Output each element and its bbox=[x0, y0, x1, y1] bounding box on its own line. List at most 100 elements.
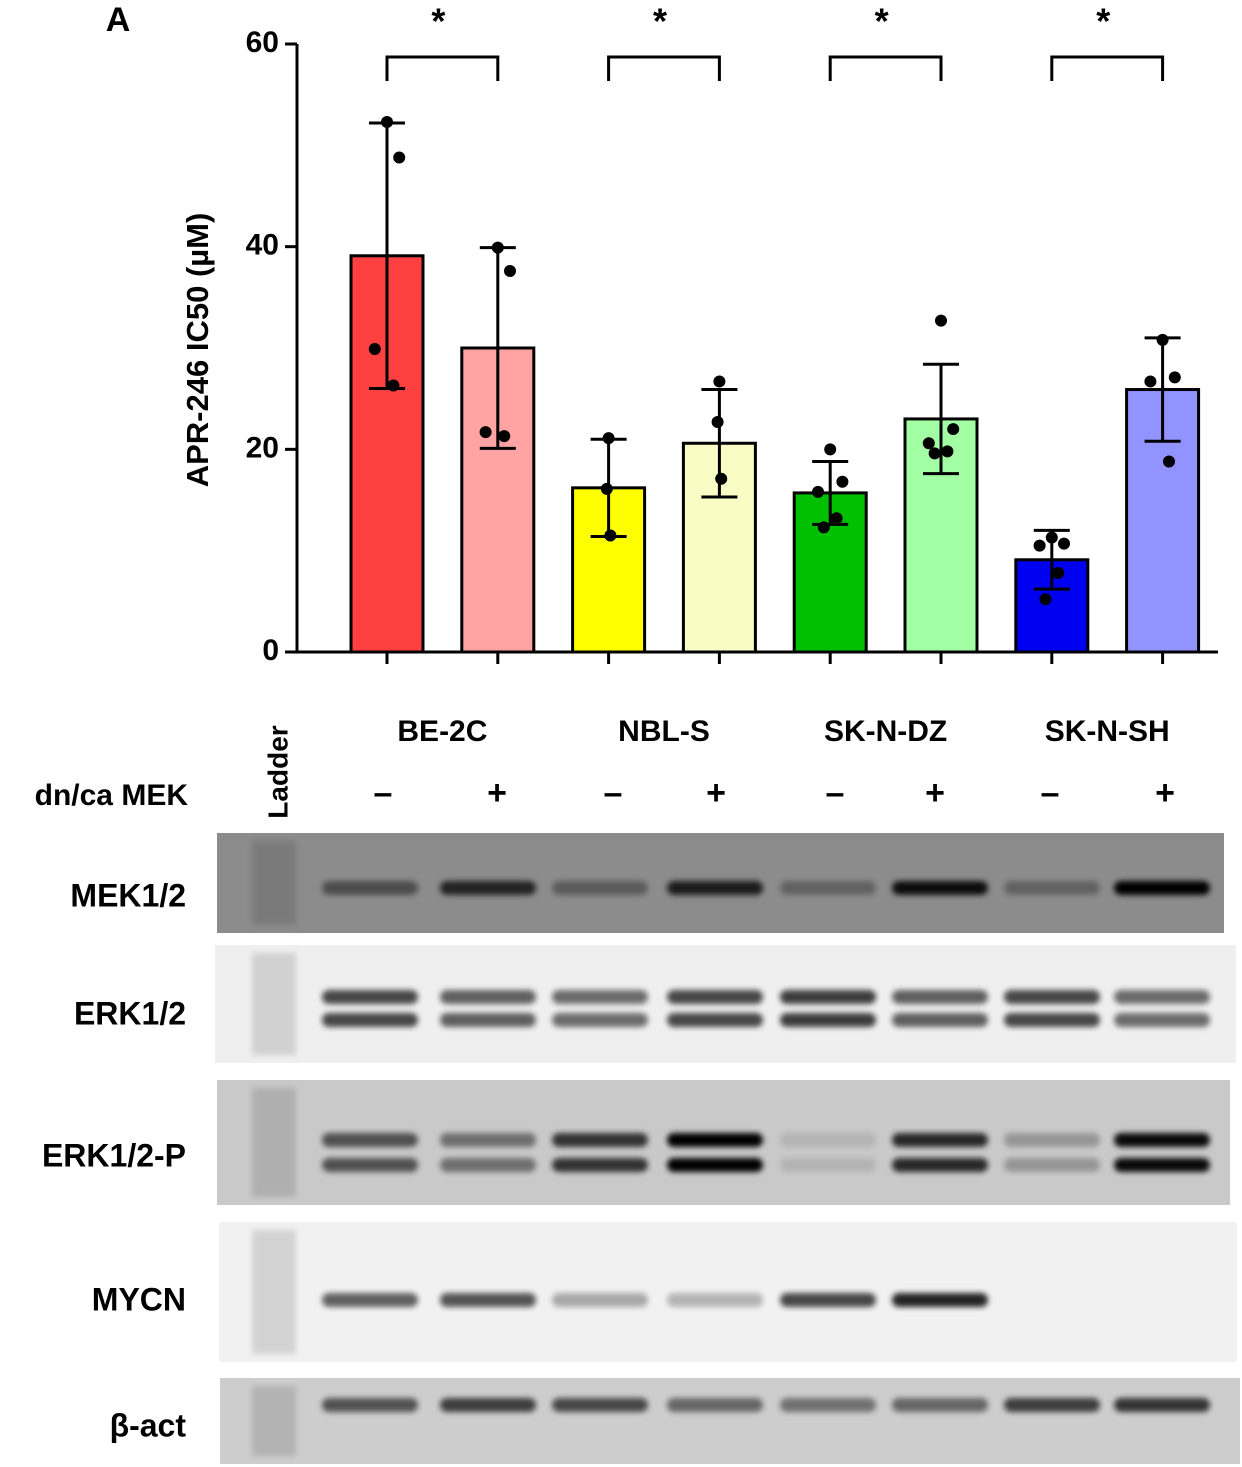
blot-band bbox=[780, 990, 876, 1004]
blot-band bbox=[322, 1293, 418, 1307]
panel-label: A bbox=[106, 1, 131, 39]
blot-band bbox=[667, 1013, 763, 1027]
group-label: NBL-S bbox=[618, 715, 710, 748]
blot-band bbox=[440, 1158, 536, 1172]
blot-band bbox=[780, 1158, 876, 1172]
group-label: BE-2C bbox=[397, 715, 487, 748]
blot-band bbox=[440, 881, 536, 895]
blot-row-label: β-act bbox=[110, 1407, 187, 1443]
significance-mark: * bbox=[431, 1, 445, 42]
blot-band bbox=[322, 1133, 418, 1147]
significance-bracket bbox=[385, 55, 500, 81]
data-point bbox=[491, 241, 504, 254]
blot-band bbox=[780, 881, 876, 895]
data-point bbox=[479, 426, 492, 439]
blot-band bbox=[892, 990, 988, 1004]
data-point bbox=[947, 423, 960, 436]
data-point bbox=[604, 529, 617, 542]
blot-band bbox=[1114, 881, 1210, 895]
data-point bbox=[1033, 539, 1046, 552]
blot-panel bbox=[219, 1222, 1237, 1362]
bar bbox=[792, 491, 868, 654]
significance-bracket bbox=[607, 55, 721, 81]
blot-row-label: ERK1/2 bbox=[74, 995, 186, 1031]
blot-band bbox=[892, 1293, 988, 1307]
data-point bbox=[817, 521, 830, 534]
ladder-label: Ladder bbox=[262, 725, 293, 818]
blot-band bbox=[552, 1133, 648, 1147]
blot-band bbox=[780, 1133, 876, 1147]
ladder-lane bbox=[252, 1088, 296, 1197]
blot-row-label: MYCN bbox=[92, 1281, 186, 1317]
data-point bbox=[1144, 375, 1157, 388]
data-point bbox=[928, 447, 941, 460]
blot-band bbox=[892, 1133, 988, 1147]
blot-band bbox=[667, 1398, 763, 1412]
blot-row-label: ERK1/2-P bbox=[42, 1137, 186, 1173]
data-point bbox=[941, 445, 954, 458]
blot-band bbox=[780, 1398, 876, 1412]
data-point bbox=[715, 472, 728, 485]
blot-band bbox=[552, 1158, 648, 1172]
blot-band bbox=[1004, 1398, 1100, 1412]
blot-band bbox=[322, 1398, 418, 1412]
significance-mark: * bbox=[875, 1, 889, 42]
ladder-lane bbox=[252, 841, 296, 925]
blot-band bbox=[552, 1293, 648, 1307]
data-point bbox=[713, 375, 726, 388]
blot-band bbox=[552, 881, 648, 895]
data-point bbox=[600, 482, 613, 495]
blot-band bbox=[552, 1013, 648, 1027]
blot-band bbox=[1114, 1398, 1210, 1412]
significance-bracket bbox=[1050, 55, 1165, 81]
treatment-label: dn/ca MEK bbox=[35, 779, 189, 812]
significance-mark: * bbox=[1096, 1, 1110, 42]
treatment-sign: + bbox=[487, 774, 507, 812]
y-tick-label: 0 bbox=[262, 634, 279, 667]
treatment-sign: + bbox=[925, 774, 945, 812]
blot-band bbox=[667, 1158, 763, 1172]
blot-band bbox=[440, 1293, 536, 1307]
blot-band bbox=[780, 1013, 876, 1027]
treatment-sign: – bbox=[374, 774, 393, 812]
data-point bbox=[1039, 593, 1052, 606]
ladder-lane bbox=[252, 1386, 296, 1456]
group-label: SK-N-DZ bbox=[824, 715, 947, 748]
data-point bbox=[1045, 531, 1058, 544]
blot-band bbox=[892, 881, 988, 895]
blot-band bbox=[892, 1158, 988, 1172]
blot-band bbox=[892, 1013, 988, 1027]
blot-panel bbox=[220, 1378, 1240, 1464]
ladder-lane bbox=[252, 953, 296, 1055]
data-point bbox=[381, 116, 393, 129]
group-label: SK-N-SH bbox=[1045, 715, 1170, 748]
data-point bbox=[836, 475, 849, 488]
significance-mark: * bbox=[653, 1, 667, 42]
blot-band bbox=[1004, 1133, 1100, 1147]
blot-band bbox=[552, 1398, 648, 1412]
data-point bbox=[387, 379, 400, 392]
data-point bbox=[1156, 333, 1169, 346]
blot-band bbox=[1114, 1158, 1210, 1172]
blot-band bbox=[1004, 1158, 1100, 1172]
blot-band bbox=[892, 1398, 988, 1412]
data-point bbox=[922, 437, 935, 450]
blot-band bbox=[322, 990, 418, 1004]
blot-band bbox=[440, 1133, 536, 1147]
treatment-sign: + bbox=[1155, 774, 1175, 812]
blot-band bbox=[667, 881, 763, 895]
data-point bbox=[368, 343, 381, 356]
data-point bbox=[935, 314, 947, 327]
treatment-sign: – bbox=[826, 774, 845, 812]
blot-band bbox=[667, 1293, 763, 1307]
blot-band bbox=[780, 1293, 876, 1307]
blot-band bbox=[1114, 1133, 1210, 1147]
y-tick-label: 20 bbox=[246, 431, 279, 464]
data-point bbox=[1163, 455, 1175, 468]
data-point bbox=[824, 443, 837, 456]
blot-band bbox=[322, 1013, 418, 1027]
blot-band bbox=[552, 990, 648, 1004]
data-point bbox=[602, 432, 615, 445]
blot-band bbox=[440, 990, 536, 1004]
